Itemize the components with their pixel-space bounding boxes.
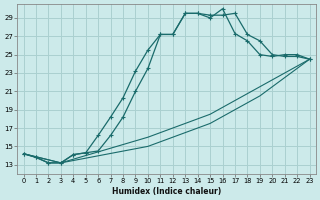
X-axis label: Humidex (Indice chaleur): Humidex (Indice chaleur)	[112, 187, 221, 196]
